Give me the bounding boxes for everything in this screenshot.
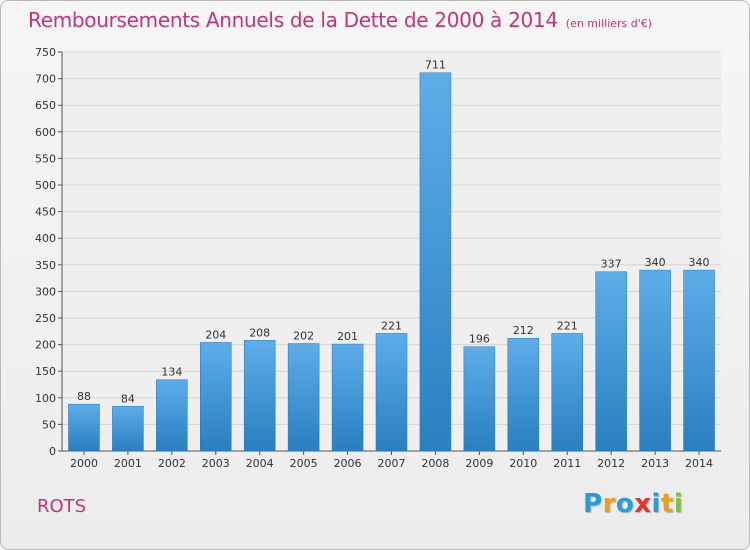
bar-value-label: 134 (161, 366, 182, 379)
bar-2002 (156, 379, 188, 452)
bars (68, 72, 715, 452)
logo-letter: r (602, 489, 616, 519)
x-tick-label: 2008 (421, 457, 449, 470)
bar-2011 (551, 333, 583, 452)
y-tick-label: 750 (35, 46, 56, 59)
y-tick-label: 450 (35, 206, 56, 219)
x-tick-label: 2002 (158, 457, 186, 470)
x-tick-label: 2012 (597, 457, 625, 470)
bar-value-label: 201 (337, 330, 358, 343)
y-tick-label: 350 (35, 259, 56, 272)
y-tick-label: 100 (35, 392, 56, 405)
chart-title: Remboursements Annuels de la Dette de 20… (28, 8, 652, 32)
bar-value-label: 711 (425, 59, 446, 72)
bar-2005 (287, 343, 320, 452)
logo-letter: x (634, 489, 652, 519)
bar-value-label: 196 (469, 333, 490, 346)
bar-2004 (243, 340, 276, 452)
y-tick-label: 200 (35, 339, 56, 352)
y-tick-label: 650 (35, 99, 56, 112)
bar-2014 (683, 269, 715, 452)
bar-value-label: 84 (121, 392, 135, 405)
x-tick-label: 2005 (290, 457, 318, 470)
y-tick-label: 0 (49, 445, 56, 458)
x-tick-label: 2000 (70, 457, 98, 470)
bar-2006 (331, 343, 364, 452)
bar-2012 (595, 271, 627, 452)
y-tick-label: 600 (35, 126, 56, 139)
chart-subtitle: (en milliers d'€) (565, 17, 653, 30)
bar-2010 (507, 337, 540, 452)
y-tick-label: 300 (35, 285, 56, 298)
logo-letter: i (651, 489, 661, 519)
x-tick-label: 2014 (685, 457, 713, 470)
bar-value-label: 212 (513, 324, 534, 337)
bar-value-label: 204 (205, 328, 226, 341)
x-tick-label: 2007 (378, 457, 406, 470)
bar-value-label: 337 (601, 258, 622, 271)
chart-title-text: Remboursements Annuels de la Dette de 20… (28, 8, 558, 32)
bar-value-label: 202 (293, 330, 314, 343)
logo-letter: t (660, 489, 674, 519)
proxiti-logo[interactable]: Proxiti (583, 489, 683, 519)
x-tick-label: 2009 (465, 457, 493, 470)
y-tick-label: 500 (35, 179, 56, 192)
x-tick-label: 2006 (334, 457, 362, 470)
bar-value-label: 208 (249, 326, 270, 339)
y-tick-label: 250 (35, 312, 56, 325)
bar-2013 (639, 269, 671, 452)
x-tick-label: 2001 (114, 457, 142, 470)
bar-2001 (112, 406, 144, 452)
x-tick-label: 2003 (202, 457, 230, 470)
bar-2003 (200, 342, 232, 452)
x-tick-label: 2010 (509, 457, 537, 470)
bar-value-label: 221 (557, 319, 578, 332)
logo-letter: o (615, 489, 635, 519)
y-tick-label: 150 (35, 365, 56, 378)
bar-value-label: 88 (77, 390, 91, 403)
labels: 0 50 100 150 200 250 300 350 400 450 500 550 600 650 7… (35, 46, 713, 470)
y-tick-label: 550 (35, 152, 56, 165)
y-tick-label: 700 (35, 73, 56, 86)
bar-value-label: 340 (645, 256, 666, 269)
bar-2000 (68, 403, 100, 452)
bar-value-label: 340 (689, 256, 710, 269)
bar-2007 (375, 333, 408, 452)
commune-name: ROTS (37, 496, 87, 517)
logo-letter: i (673, 489, 684, 519)
y-tick-label: 50 (42, 418, 56, 431)
logo-letter: P (583, 489, 603, 519)
x-tick-label: 2011 (553, 457, 581, 470)
y-tick-label: 400 (35, 232, 56, 245)
bar-2009 (463, 346, 496, 452)
x-tick-label: 2004 (246, 457, 274, 470)
x-tick-label: 2013 (641, 457, 669, 470)
bar-value-label: 221 (381, 319, 402, 332)
bar-2008 (419, 72, 452, 452)
